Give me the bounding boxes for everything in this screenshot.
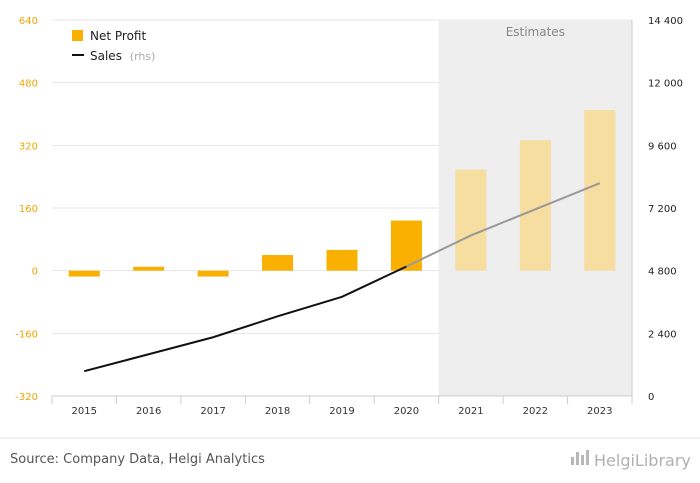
right-tick-label-2: 4 800 (648, 267, 677, 278)
bar-net-profit-2015 (68, 270, 100, 277)
x-tick-label-2018: 2018 (265, 406, 290, 417)
sales-line-actual (83, 265, 407, 373)
bar-net-profit-2016 (133, 266, 165, 271)
sales-line-estimate (406, 182, 601, 268)
x-tick-label-2021: 2021 (458, 406, 483, 417)
helgi-logo: HelgiLibrary (571, 450, 691, 470)
source-text: Source: Company Data, Helgi Analytics (10, 452, 265, 467)
x-tick-label-2020: 2020 (394, 406, 419, 417)
x-tick-label-2023: 2023 (587, 406, 612, 417)
right-axis: 0 2 400 4 800 7 200 9 600 12 000 14 400 (631, 16, 683, 403)
bar-net-profit-2021 (455, 169, 487, 271)
left-tick-label-3: 160 (19, 204, 38, 215)
right-tick-label-5: 12 000 (648, 79, 683, 90)
right-tick-label-3: 7 200 (648, 204, 677, 215)
right-tick-label-6: 14 400 (648, 16, 683, 27)
x-tick-label-2019: 2019 (329, 406, 354, 417)
bar-net-profit-2017 (197, 270, 229, 277)
left-tick-label-0: -320 (15, 392, 38, 403)
legend-net-profit-swatch (72, 30, 83, 41)
left-tick-label-5: 480 (19, 79, 38, 90)
left-tick-label-6: 640 (19, 16, 38, 27)
left-axis: -320 -160 0 160 320 480 640 (15, 16, 38, 403)
legend-net-profit-label: Net Profit (90, 29, 146, 43)
right-tick-label-1: 2 400 (648, 329, 677, 340)
x-tick-label-2022: 2022 (523, 406, 548, 417)
x-axis: 2015 2016 2017 2018 2019 2020 2021 2022 2023 (51, 395, 633, 417)
legend: Net Profit Sales (rhs) (72, 29, 155, 63)
brand-text: HelgiLibrary (594, 451, 691, 470)
logo-icon (571, 450, 589, 465)
legend-sales-suffix: (rhs) (130, 50, 156, 63)
x-tick-label-2017: 2017 (200, 406, 225, 417)
left-tick-label-4: 320 (19, 141, 38, 152)
bar-net-profit-2023 (584, 110, 616, 271)
right-tick-label-4: 9 600 (648, 141, 677, 152)
right-tick-label-0: 0 (648, 392, 654, 403)
bar-net-profit-2019 (326, 249, 358, 271)
x-tick-label-2016: 2016 (136, 406, 161, 417)
legend-sales-name: Sales (90, 49, 122, 63)
bar-net-profit-2018 (262, 255, 294, 271)
x-tick-label-2015: 2015 (71, 406, 96, 417)
estimates-label: Estimates (506, 25, 565, 39)
bar-net-profit-2020 (390, 220, 422, 271)
left-tick-label-2: 0 (32, 267, 38, 278)
left-tick-label-1: -160 (15, 329, 38, 340)
legend-sales-label: Sales (rhs) (90, 49, 155, 63)
sales-line (83, 182, 601, 373)
